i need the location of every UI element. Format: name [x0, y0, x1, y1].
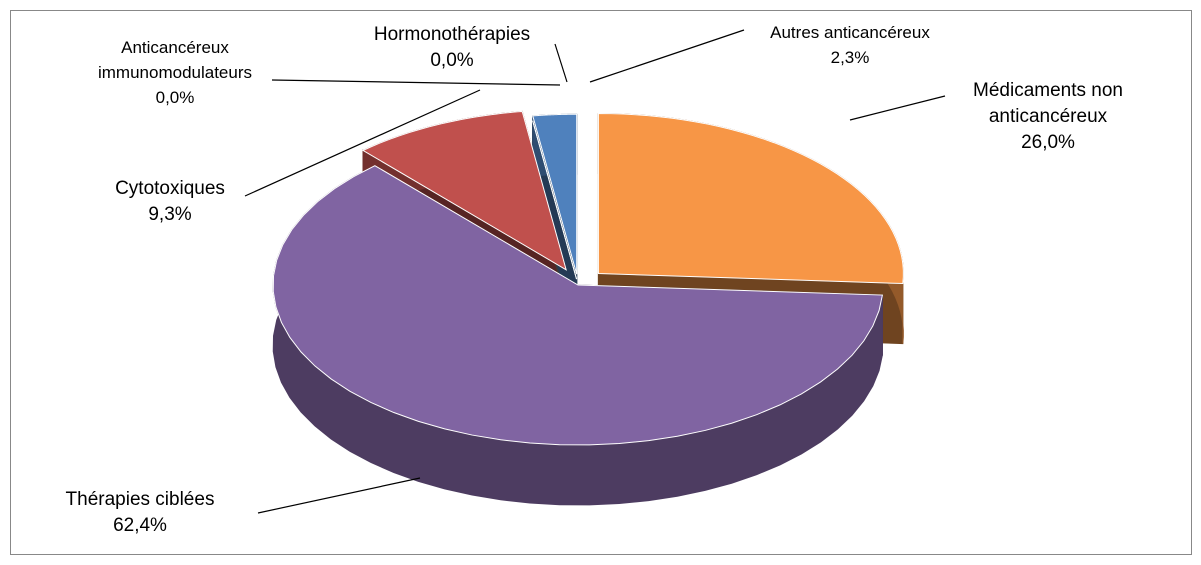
value-label: 0,0% — [155, 88, 195, 107]
category-label: Cytotoxiques — [115, 178, 225, 199]
value-label: 9,3% — [148, 204, 192, 225]
category-label: Autres anticancéreux — [770, 23, 930, 42]
value-label: 2,3% — [830, 48, 870, 67]
value-label: 0,0% — [430, 50, 474, 71]
slice — [272, 165, 884, 446]
leader-line — [271, 79, 561, 86]
category-label: Anticancéreux immunomodulateurs — [97, 38, 252, 82]
data-label: Hormonothérapies 0,0% — [337, 22, 567, 74]
value-label: 26,0% — [1021, 132, 1075, 153]
data-label: Cytotoxiques 9,3% — [80, 176, 260, 228]
leader-line — [849, 95, 946, 121]
data-label: Anticancéreux immunomodulateurs 0,0% — [75, 35, 275, 110]
slice — [361, 110, 567, 271]
chart-frame — [10, 10, 1192, 555]
value-label: 62,4% — [113, 515, 167, 536]
slice — [532, 113, 578, 275]
category-label: Thérapies ciblées — [65, 489, 215, 510]
leader-line — [257, 477, 421, 514]
data-label: Médicaments non anticancéreux 26,0% — [948, 78, 1148, 156]
category-label: Hormonothérapies — [373, 24, 531, 45]
leader-line — [589, 29, 745, 83]
data-label: Autres anticancéreux 2,3% — [735, 20, 965, 70]
slice — [597, 112, 904, 285]
leader-line — [244, 89, 481, 197]
leader-line — [554, 43, 568, 83]
data-label: Thérapies ciblées 62,4% — [30, 487, 250, 539]
category-label: Médicaments non anticancéreux — [973, 80, 1123, 127]
